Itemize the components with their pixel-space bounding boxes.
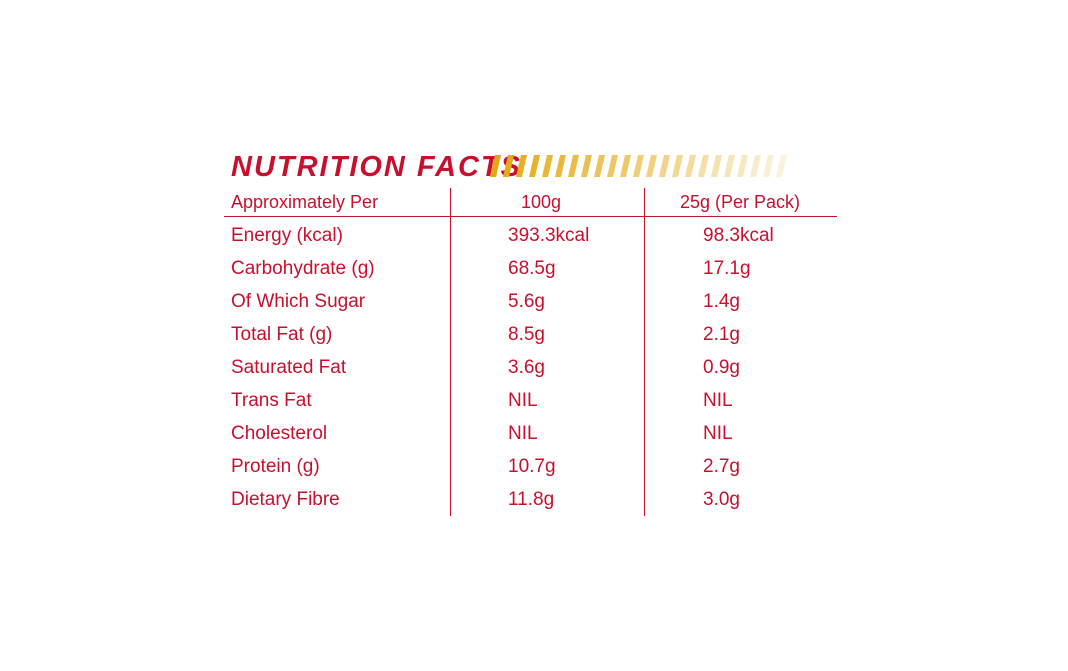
stripe	[724, 155, 735, 177]
row-value-100g: 5.6g	[508, 291, 545, 312]
header-per-pack: 25g (Per Pack)	[680, 192, 801, 212]
row-value-per-pack: 98.3kcal	[703, 225, 774, 246]
stripe	[737, 155, 748, 177]
row-label: Saturated Fat	[231, 357, 347, 378]
stripe	[685, 155, 696, 177]
row-label: Carbohydrate (g)	[231, 258, 375, 279]
row-label: Protein (g)	[231, 456, 320, 477]
stripe	[659, 155, 670, 177]
stripe	[568, 155, 579, 177]
row-label: Dietary Fibre	[231, 489, 340, 510]
row-value-per-pack: NIL	[703, 390, 733, 411]
row-value-per-pack: 0.9g	[703, 357, 740, 378]
row-value-per-pack: 3.0g	[703, 489, 740, 510]
stripe	[490, 155, 501, 177]
stripe	[672, 155, 683, 177]
row-value-100g: 68.5g	[508, 258, 556, 279]
row-value-100g: 11.8g	[508, 489, 555, 510]
header-100g: 100g	[521, 192, 562, 212]
stripe	[633, 155, 644, 177]
row-label: Of Which Sugar	[231, 291, 366, 312]
column-divider-1	[450, 188, 451, 516]
nutrition-facts-title: NUTRITION FACTS	[231, 151, 522, 183]
row-value-100g: NIL	[508, 423, 538, 444]
stripe	[620, 155, 631, 177]
row-value-100g: 8.5g	[508, 324, 545, 345]
stripe	[503, 155, 514, 177]
row-value-100g: NIL	[508, 390, 538, 411]
stripe	[594, 155, 605, 177]
row-value-per-pack: 17.1g	[703, 258, 751, 279]
stripe	[607, 155, 618, 177]
decorative-stripes	[490, 155, 787, 177]
stripe	[763, 155, 774, 177]
stripe	[750, 155, 761, 177]
row-value-100g: 3.6g	[508, 357, 545, 378]
header-approximately-per: Approximately Per	[231, 192, 379, 212]
stripe	[698, 155, 709, 177]
row-value-100g: 393.3kcal	[508, 225, 590, 246]
row-value-per-pack: NIL	[703, 423, 733, 444]
row-label: Energy (kcal)	[231, 225, 343, 246]
row-label: Total Fat (g)	[231, 324, 333, 345]
row-label: Trans Fat	[231, 390, 312, 411]
row-value-100g: 10.7g	[508, 456, 556, 477]
row-label: Cholesterol	[231, 423, 328, 444]
stripe	[529, 155, 540, 177]
row-value-per-pack: 2.7g	[703, 456, 740, 477]
row-value-per-pack: 1.4g	[703, 291, 740, 312]
column-divider-2	[644, 188, 645, 516]
stripe	[516, 155, 527, 177]
stripe	[711, 155, 722, 177]
header-divider	[224, 216, 837, 217]
row-value-per-pack: 2.1g	[703, 324, 740, 345]
stripe	[555, 155, 566, 177]
stripe	[646, 155, 657, 177]
stripe	[581, 155, 592, 177]
stripe	[776, 155, 787, 177]
stripe	[542, 155, 553, 177]
